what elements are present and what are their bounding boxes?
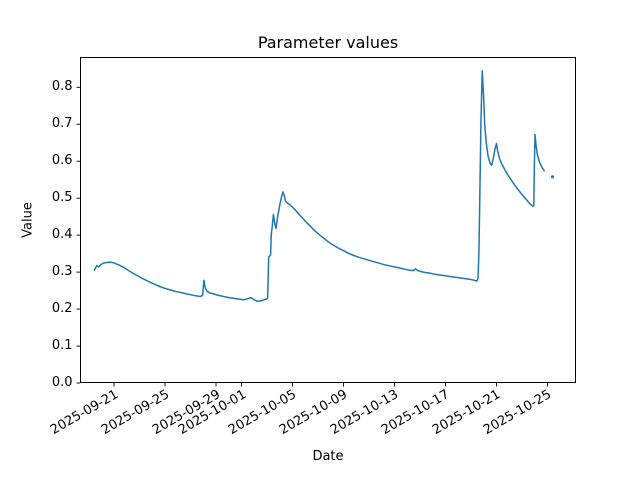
series-line [93,69,546,303]
isolated-point [550,175,555,179]
y-tick-label: 0.0 [51,375,73,390]
y-tick-label: 0.4 [51,227,73,243]
plot-frame [80,57,576,383]
y-tick-label: 0.6 [51,153,73,169]
y-tick-label: 0.8 [51,79,73,95]
y-tick-label: 0.3 [51,264,73,280]
y-tick-label: 0.7 [51,116,73,132]
y-tick-label: 0.5 [51,190,73,206]
chart-title: Parameter values [257,33,399,52]
x-axis-label: Date [312,449,344,464]
y-tick-label: 0.2 [51,301,73,317]
y-tick-label: 0.1 [51,338,73,354]
